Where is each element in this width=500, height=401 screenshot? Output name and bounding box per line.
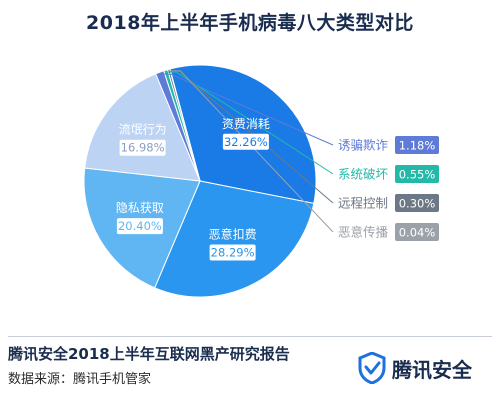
slice-3-value-badge <box>116 218 163 235</box>
footer-divider <box>8 336 492 337</box>
slice-2-wedge <box>154 180 315 298</box>
pie-slices <box>83 64 317 298</box>
slice-labels: 资费消耗 32.26% 恶意扣费 28.29% 隐私获取 20.40% 流氓行为 16.98%… <box>116 117 439 261</box>
slice-5-leader-line <box>160 73 334 146</box>
slice-8-leader-line <box>170 70 334 233</box>
slice-5-label: 诱骗欺诈 <box>338 138 389 153</box>
report-title: 腾讯安全2018上半年互联网黑产研究报告 <box>8 345 290 363</box>
slice-6-value: 0.55% <box>399 168 436 182</box>
slice-6-label: 系统破坏 <box>338 167 389 182</box>
slice-8-label: 恶意传播 <box>338 225 389 240</box>
slice-8-wedge <box>169 68 201 182</box>
shield-icon <box>358 352 386 384</box>
slice-5-value-badge <box>395 136 439 154</box>
slice-1-value: 32.26% <box>224 135 268 149</box>
slice-8-value: 0.04% <box>399 226 436 240</box>
slice-4-wedge <box>84 73 201 182</box>
slice-1-label: 资费消耗 <box>222 117 270 131</box>
slice-2-label: 恶意扣费 <box>209 227 257 242</box>
slice-5-value: 1.18% <box>399 139 436 153</box>
slice-6-value-badge <box>395 165 439 183</box>
slice-7-value-badge <box>395 194 439 212</box>
slice-4-value: 16.98% <box>121 141 165 155</box>
slice-6-leader-line <box>166 71 334 175</box>
slice-2-value: 28.29% <box>211 246 255 260</box>
slice-3-value: 20.40% <box>118 219 162 233</box>
slice-1-value-badge <box>222 133 269 150</box>
slice-7-label: 远程控制 <box>338 196 388 211</box>
brand-name: 腾讯安全 <box>392 357 472 382</box>
data-source: 数据来源：腾讯手机管家 <box>8 372 152 387</box>
slice-8-value-badge <box>395 223 439 241</box>
slice-4-label: 流氓行为 <box>119 123 167 137</box>
chart-title: 2018年上半年手机病毒八大类型对比 <box>86 12 414 34</box>
brand-logo: 腾讯安全 <box>358 350 472 386</box>
slice-3-label: 隐私获取 <box>116 201 164 215</box>
slice-7-value: 0.30% <box>399 197 436 211</box>
slice-2-value-badge <box>209 244 256 261</box>
slice-4-value-badge <box>119 139 166 156</box>
leader-lines <box>160 70 334 233</box>
